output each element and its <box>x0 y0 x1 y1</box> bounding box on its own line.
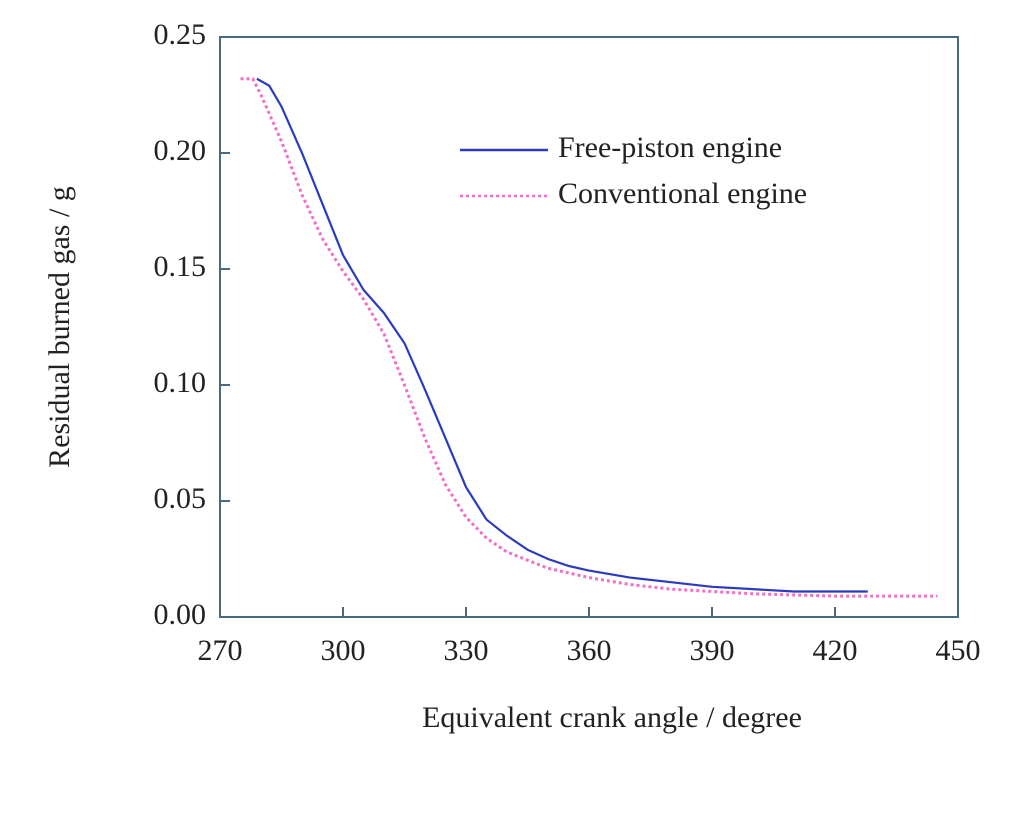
x-tick-label: 300 <box>321 634 366 667</box>
legend-label: Free-piston engine <box>558 131 782 164</box>
y-tick-label: 0.25 <box>154 18 207 51</box>
x-tick-label: 330 <box>444 634 489 667</box>
x-tick-label: 360 <box>567 634 612 667</box>
y-tick-label: 0.10 <box>154 366 207 399</box>
y-axis-label: Residual burned gas / g <box>43 186 76 468</box>
x-axis-label: Equivalent crank angle / degree <box>422 701 802 734</box>
x-tick-label: 420 <box>813 634 858 667</box>
x-tick-label: 270 <box>198 634 243 667</box>
series-line <box>256 77 868 593</box>
y-tick-label: 0.00 <box>154 598 207 631</box>
x-tick-label: 450 <box>936 634 981 667</box>
plot-frame <box>219 36 959 618</box>
y-tick-label: 0.20 <box>154 134 207 167</box>
y-tick-label: 0.05 <box>154 482 207 515</box>
x-tick-label: 390 <box>690 634 735 667</box>
legend-label: Conventional engine <box>558 177 807 210</box>
y-tick-label: 0.15 <box>154 250 207 283</box>
series-line <box>240 77 938 598</box>
